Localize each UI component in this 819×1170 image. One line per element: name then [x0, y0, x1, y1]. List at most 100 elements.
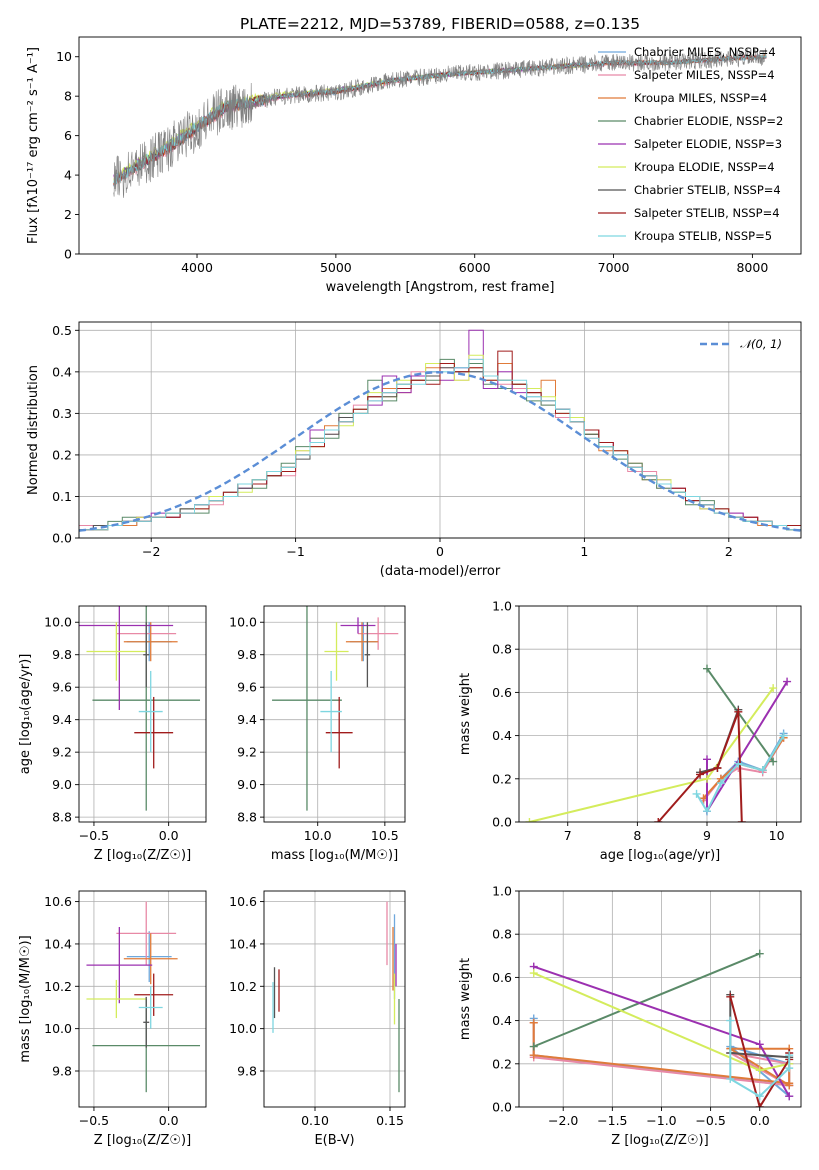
weight-point-marker	[755, 1066, 764, 1075]
x-axis-label: Z [log₁₀(Z/Z☉)]	[94, 1133, 191, 1148]
y-axis-label: Flux [fλ10⁻¹⁷ erg cm⁻² s⁻¹ A⁻¹]	[26, 47, 41, 244]
weight-point-marker	[529, 1018, 538, 1027]
x-tick-label: 0.0	[159, 1113, 179, 1128]
residuals-legend: 𝒩(0, 1)	[700, 337, 782, 351]
weight-line	[706, 668, 774, 763]
x-axis-label: Z [log₁₀(Z/Z☉)]	[94, 848, 191, 863]
y-axis-label: age [log₁₀(age/yr)]	[18, 654, 33, 775]
x-tick-label: 10.5	[371, 828, 399, 843]
plot-area	[86, 901, 201, 1093]
x-tick-label: 8000	[736, 260, 768, 275]
weight-point-marker	[703, 755, 711, 764]
weight-point-marker	[737, 818, 746, 822]
y-tick-label: 9.8	[237, 647, 257, 662]
panel-z-age: −0.5 0.0 8.8 9.0 9.2 9.4 9.6 9.8 10.0 Z [log₁₀(Z/…	[18, 605, 207, 863]
axes-frame	[263, 605, 406, 823]
weight-line	[695, 735, 785, 814]
weight-point-marker	[755, 1092, 764, 1101]
axes-frame	[78, 321, 802, 539]
legend-entry: Kroupa STELIB, NSSP=5	[634, 229, 772, 243]
weight-point-marker	[525, 818, 534, 822]
x-tick-label: −0.5	[695, 1113, 725, 1128]
y-tick-label: 9.0	[52, 777, 72, 792]
plot-area	[525, 664, 792, 822]
y-tick-label: 9.8	[52, 647, 72, 662]
weight-point-marker	[755, 949, 764, 958]
x-tick-label: −1.0	[646, 1113, 676, 1128]
weight-point-marker	[755, 1103, 764, 1107]
y-tick-label: 0.0	[52, 531, 72, 546]
y-tick-label: 10.0	[229, 615, 257, 630]
y-axis-label: Normed distribution	[26, 365, 41, 495]
y-tick-label: 10.4	[44, 936, 72, 951]
weight-point-marker	[692, 789, 701, 798]
panel-z-mass: −0.5 0.0 9.8 10.0 10.2 10.4 10.6 Z [log₁₀(Z/Z☉)…	[18, 890, 207, 1148]
x-tick-label: 0.0	[159, 828, 179, 843]
y-tick-label: 10.0	[44, 1021, 72, 1036]
panel-mass-age: 10.0 10.5 8.8 9.0 9.2 9.4 9.6 9.8 10.0 mass [log₁…	[229, 605, 406, 863]
y-tick-label: 10.4	[229, 936, 257, 951]
plot-area	[272, 606, 399, 811]
x-tick-label: −0.5	[79, 1113, 109, 1128]
weight-point-marker	[785, 1081, 794, 1090]
plot-area	[113, 48, 767, 198]
y-tick-label: 0.4	[492, 1013, 512, 1028]
histogram-step	[79, 358, 801, 538]
weight-point-marker	[713, 764, 722, 772]
spectrum-title: PLATE=2212, MJD=53789, FIBERID=0588, z=0…	[240, 15, 640, 33]
legend-entry: Kroupa MILES, NSSP=4	[634, 91, 767, 105]
plot-area	[79, 329, 801, 538]
y-tick-label: 0.2	[492, 1056, 512, 1071]
y-tick-label: 0.6	[492, 970, 512, 985]
panel-age-weight: 7 8 9 10 0.0 0.2 0.4 0.6 0.8 1.0 age [log₁₀(age/yr…	[458, 599, 802, 863]
x-tick-label: −1	[286, 544, 304, 559]
weight-point-marker	[726, 1074, 735, 1083]
y-tick-label: 9.2	[237, 745, 257, 760]
x-axis-label: age [log₁₀(age/yr)]	[600, 848, 721, 863]
y-tick-label: 9.0	[237, 777, 257, 792]
legend-entry: Salpeter MILES, NSSP=4	[634, 68, 775, 82]
weight-point-marker	[785, 1092, 794, 1101]
legend-entry: 𝒩(0, 1)	[740, 337, 782, 351]
y-tick-label: 8.8	[52, 810, 72, 825]
x-tick-label: 2	[725, 544, 733, 559]
y-tick-label: 0.8	[492, 927, 512, 942]
x-axis-label: E(B-V)	[314, 1133, 354, 1148]
x-tick-label: 4000	[181, 260, 213, 275]
y-tick-label: 0.4	[52, 364, 72, 379]
weight-point-marker	[769, 684, 778, 693]
axes-frame	[518, 890, 802, 1108]
y-axis-label: mass [log₁₀(M/M☉)]	[18, 935, 33, 1062]
weight-point-marker	[785, 1051, 794, 1060]
y-tick-label: 0.3	[52, 406, 72, 421]
axes-frame	[263, 890, 406, 1108]
legend-entry: Chabrier ELODIE, NSSP=2	[634, 114, 783, 128]
y-tick-label: 2	[64, 207, 72, 222]
y-tick-label: 9.4	[237, 712, 257, 727]
y-axis-label: mass weight	[458, 958, 473, 1040]
y-tick-label: 10	[56, 49, 72, 64]
y-tick-label: 0.4	[492, 728, 512, 743]
y-tick-label: 9.2	[52, 745, 72, 760]
y-tick-label: 0.5	[52, 323, 72, 338]
x-tick-label: −0.5	[79, 828, 109, 843]
y-tick-label: 0.0	[492, 1100, 512, 1115]
x-tick-label: 5000	[320, 260, 352, 275]
y-tick-label: 1.0	[492, 884, 512, 899]
weight-point-marker	[696, 770, 705, 779]
weight-point-marker	[703, 664, 711, 673]
weight-point-marker	[758, 766, 767, 775]
axes-frame	[518, 605, 802, 823]
legend-entry: Kroupa ELODIE, NSSP=4	[634, 160, 775, 174]
x-axis-label: mass [log₁₀(M/M☉)]	[271, 848, 398, 863]
x-tick-label: 1	[580, 544, 588, 559]
x-tick-label: 7000	[598, 260, 630, 275]
weight-point-marker	[726, 992, 735, 1001]
y-tick-label: 10.2	[229, 979, 257, 994]
y-tick-label: 9.8	[237, 1064, 257, 1079]
x-axis-label: (data-model)/error	[380, 564, 501, 579]
y-tick-label: 1.0	[492, 599, 512, 614]
weight-point-marker	[529, 969, 538, 978]
y-tick-label: 10.6	[229, 894, 257, 909]
y-tick-label: 9.4	[52, 712, 72, 727]
